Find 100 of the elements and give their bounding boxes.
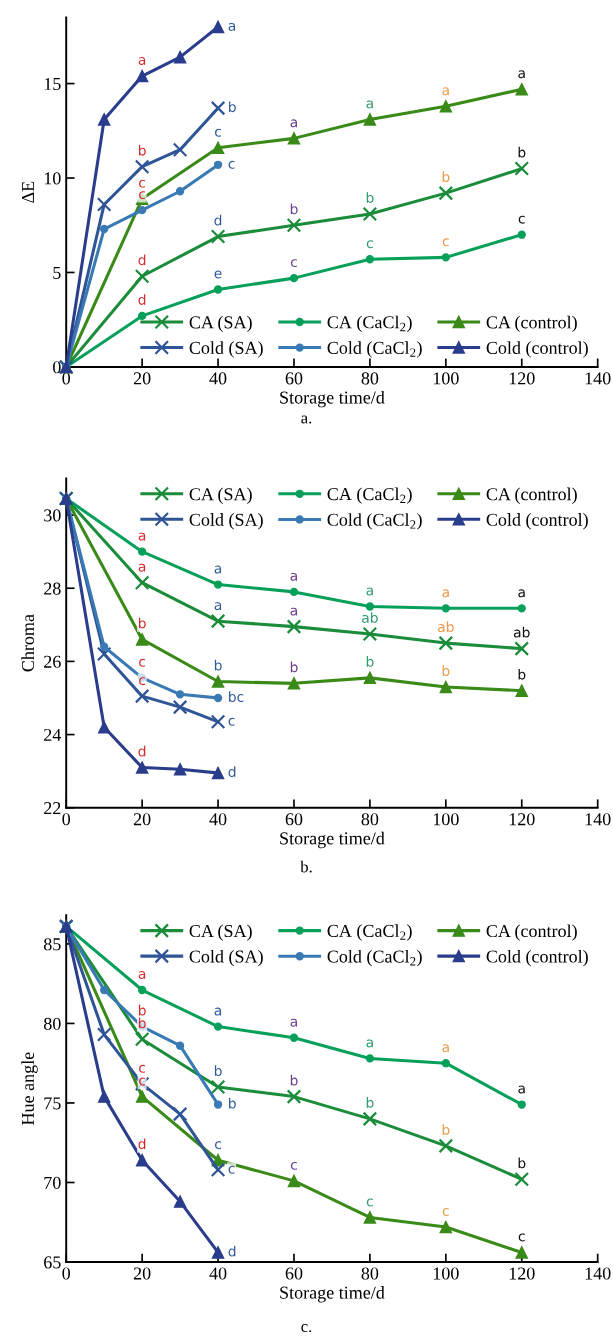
annotation: b [366,656,374,667]
annotation: c [215,128,222,137]
x-tick-label: 120 [509,1267,535,1280]
y-tick-label: 5 [53,266,61,279]
x-tick-label: 140 [585,372,611,385]
y-axis-title: ΔE [21,181,34,203]
x-tick-label: 120 [509,813,535,826]
annotation: c [366,240,373,249]
x-tick-label: 60 [285,372,303,385]
legend-label: Cold (SA) [189,341,263,358]
legend-label: Cold (CaCl$_{2}$) [327,513,422,530]
annotation: a [442,87,449,96]
annotation: b [518,668,526,680]
annotation: c [228,1165,235,1174]
legend-label: Cold (control) [486,513,588,530]
annotation: a [290,607,297,616]
y-tick-label: 80 [43,1017,61,1030]
y-tick-label: 15 [44,77,61,91]
annotation: c [139,179,146,188]
annotation: b [442,1124,450,1135]
annotation: a [366,1039,373,1048]
annotation: bc [229,691,244,703]
y-tick-label: 65 [44,1256,61,1269]
annotation: b [366,192,374,203]
annotation: d [228,1245,236,1257]
annotation: a [214,602,222,611]
annotation: b [214,659,222,671]
y-tick-label: 10 [44,172,61,185]
y-tick-label: 26 [44,655,61,668]
annotation: c [518,1233,525,1242]
annotation: a [518,589,525,598]
annotation: c [228,717,235,726]
legend-label: CA (SA) [189,487,252,504]
x-tick-label: 0 [62,813,71,826]
x-tick-label: 40 [209,1267,227,1280]
legend-label: CA (control) [486,315,577,333]
annotation: a [214,565,222,574]
annotation: c [139,1064,146,1073]
x-tick-label: 140 [585,1267,611,1280]
x-tick-label: 60 [285,1267,303,1280]
text: b. [300,860,312,873]
annotation: a [138,57,146,65]
y-tick-label: 22 [44,802,61,815]
annotation: ab [362,612,378,623]
annotation: b [518,146,526,158]
annotation: b [442,665,450,676]
annotation: b [290,661,298,673]
annotation: d [138,294,146,305]
y-tick-label: 30 [44,509,61,522]
annotation: b [442,171,450,183]
legend-label: CA (CaCl$_{2}$) [327,924,412,941]
x-tick-label: 40 [209,813,227,826]
x-tick-label: 100 [433,372,459,385]
annotation: b [214,1065,222,1077]
annotation: a [366,100,373,109]
legend-label: CA (control) [486,487,577,504]
x-axis-title: Storage time/d [280,390,385,408]
annotation: a [228,22,236,31]
legend-label: CA (SA) [189,315,252,333]
legend-label: Cold (SA) [189,949,263,967]
text: c. [301,1324,312,1333]
annotation: b [290,203,298,215]
x-tick-label: 80 [361,1267,379,1280]
y-tick-label: 0 [53,361,61,374]
x-axis-title: Storage time/d [280,831,385,849]
annotation: a [442,589,449,598]
annotation: c [139,677,146,686]
annotation: b [518,1157,526,1169]
annotation: c [215,1141,222,1150]
legend-label: Cold (control) [486,341,588,358]
legend-label: Cold (SA) [189,513,263,530]
x-tick-label: 80 [361,813,379,826]
annotation: a [290,1018,297,1027]
y-axis-title: Chroma [21,614,35,672]
annotation: c [139,658,146,667]
legend-label: CA (CaCl$_{2}$) [327,315,412,333]
y-tick-label: 85 [43,938,61,951]
x-tick-label: 0 [62,1267,71,1280]
annotation: b [138,617,146,629]
annotation: c [139,191,146,200]
annotation: c [442,238,449,247]
annotation: e [214,270,222,279]
x-tick-label: 80 [361,372,379,385]
legend-label: Cold (control) [486,949,588,967]
annotation: b [290,1074,298,1086]
y-axis-title: Hue angle [21,1052,38,1125]
annotation: b [366,1097,374,1108]
x-tick-label: 60 [285,813,303,826]
annotation: d [138,745,146,757]
annotation: a [518,70,525,79]
annotation: b [138,1004,146,1016]
annotation: a [290,119,297,128]
annotation: ab [438,621,454,633]
annotation: c [442,1208,449,1216]
annotation: a [290,572,297,581]
x-tick-label: 20 [133,813,151,826]
x-tick-label: 100 [433,1267,459,1280]
x-tick-label: 40 [209,372,227,385]
annotation: b [138,144,146,156]
annotation: c [228,160,235,169]
